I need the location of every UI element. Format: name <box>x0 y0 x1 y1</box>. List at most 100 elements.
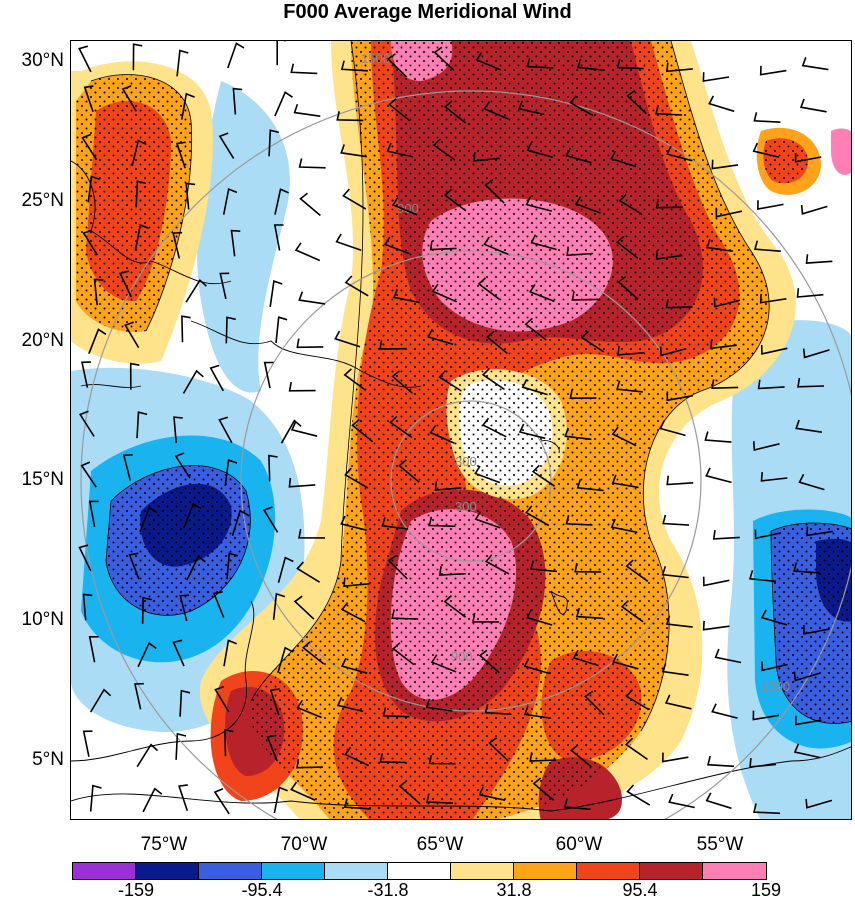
wind-barb <box>574 195 601 214</box>
wind-barb <box>218 416 233 444</box>
wind-barb <box>759 293 787 304</box>
wind-barb <box>794 715 822 726</box>
wind-barb <box>131 139 147 167</box>
wind-barb <box>474 465 501 484</box>
wind-barb <box>474 511 501 529</box>
wind-barb <box>181 315 191 343</box>
wind-barb <box>277 646 294 674</box>
ring-label-300-south: 300 <box>455 499 477 514</box>
wind-barb <box>799 98 827 113</box>
wind-barb <box>655 198 683 209</box>
wind-barb <box>389 415 413 439</box>
wind-barb <box>760 344 788 355</box>
wind-barb <box>391 197 418 216</box>
wind-barb <box>296 699 322 719</box>
colorbar-box <box>577 863 640 879</box>
wind-barb <box>119 270 132 298</box>
wind-barb <box>793 743 821 759</box>
wind-barb <box>296 758 324 769</box>
colorbar-label: -95.4 <box>241 880 283 900</box>
wind-barb <box>121 85 137 112</box>
wind-barb <box>141 596 152 624</box>
wind-barb <box>269 688 280 716</box>
wind-barb <box>612 653 639 670</box>
wind-barb <box>342 188 367 210</box>
wind-barb <box>340 60 368 72</box>
wind-barb <box>712 529 740 540</box>
wind-barb <box>174 452 191 479</box>
wind-barb <box>757 379 785 390</box>
colorbar-label: 95.4 <box>622 880 658 900</box>
wind-barb <box>81 361 91 388</box>
wind-barb <box>761 661 788 672</box>
wind-barb <box>517 100 545 116</box>
map-title: F000 Average Meridional Wind <box>283 1 572 23</box>
wind-barb <box>340 601 366 623</box>
wind-barb <box>710 339 737 350</box>
ring-label-1500-north: 1500 <box>361 51 390 66</box>
wind-barb <box>178 784 189 811</box>
wind-barb <box>481 417 507 438</box>
wind-barb <box>176 49 189 77</box>
wind-barb <box>565 147 592 164</box>
wind-barb <box>529 283 555 303</box>
wind-barb <box>665 298 693 309</box>
wind-barb <box>392 288 420 304</box>
wind-barb <box>793 671 821 682</box>
wind-barb <box>666 145 693 162</box>
wind-barb <box>334 330 361 348</box>
wind-barb <box>753 441 780 452</box>
wind-barb <box>655 104 683 116</box>
wind-barb <box>274 91 293 117</box>
wind-barb <box>93 278 104 306</box>
wind-barb <box>526 57 554 69</box>
wind-barb <box>616 58 644 70</box>
wind-barb <box>276 41 286 66</box>
wind-barb <box>584 690 605 716</box>
wind-barb <box>665 615 693 628</box>
wind-barb <box>711 159 739 170</box>
wind-barb <box>209 364 225 392</box>
wind-barb <box>570 744 592 768</box>
wind-barb <box>290 781 316 801</box>
colorbar-label: 159 <box>750 880 782 900</box>
wind-barb <box>88 500 99 528</box>
wind-barb <box>181 92 195 120</box>
wind-barb <box>379 753 407 764</box>
wind-barb <box>296 561 321 583</box>
wind-barb <box>179 594 190 622</box>
wind-barb <box>426 793 454 804</box>
wind-barb <box>230 229 241 257</box>
wind-barb <box>618 193 643 216</box>
wind-barb <box>172 231 183 259</box>
wind-barb <box>223 729 234 757</box>
wind-barb <box>272 592 286 620</box>
wind-barb <box>213 787 230 815</box>
lon-label-55w: 55°W <box>696 834 744 855</box>
wind-barb <box>391 609 419 620</box>
wind-barb <box>797 377 825 388</box>
wind-barb <box>713 297 741 308</box>
wind-barb <box>488 737 509 762</box>
wind-barb <box>129 362 140 390</box>
wind-barb <box>798 473 825 491</box>
colorbar-box <box>703 863 766 879</box>
wind-barb <box>288 477 316 488</box>
wind-barb <box>268 454 278 482</box>
wind-barb <box>574 562 602 573</box>
wind-barb <box>486 330 508 355</box>
wind-barb <box>293 595 315 620</box>
wind-barb <box>183 502 202 529</box>
wind-barb <box>343 798 371 810</box>
wind-barb <box>82 593 93 621</box>
colorbar-box <box>199 863 262 879</box>
wind-field-map: 300 300 900 900 1500 1500 <box>71 41 851 819</box>
lat-label-15n: 15°N <box>21 469 64 490</box>
wind-barb <box>175 732 187 760</box>
wind-barb <box>224 459 238 487</box>
ring-label-900-north: 900 <box>397 201 419 216</box>
wind-barb <box>185 278 207 303</box>
wind-barb <box>81 133 98 161</box>
wind-barb <box>223 639 237 667</box>
wind-barb <box>226 552 239 580</box>
